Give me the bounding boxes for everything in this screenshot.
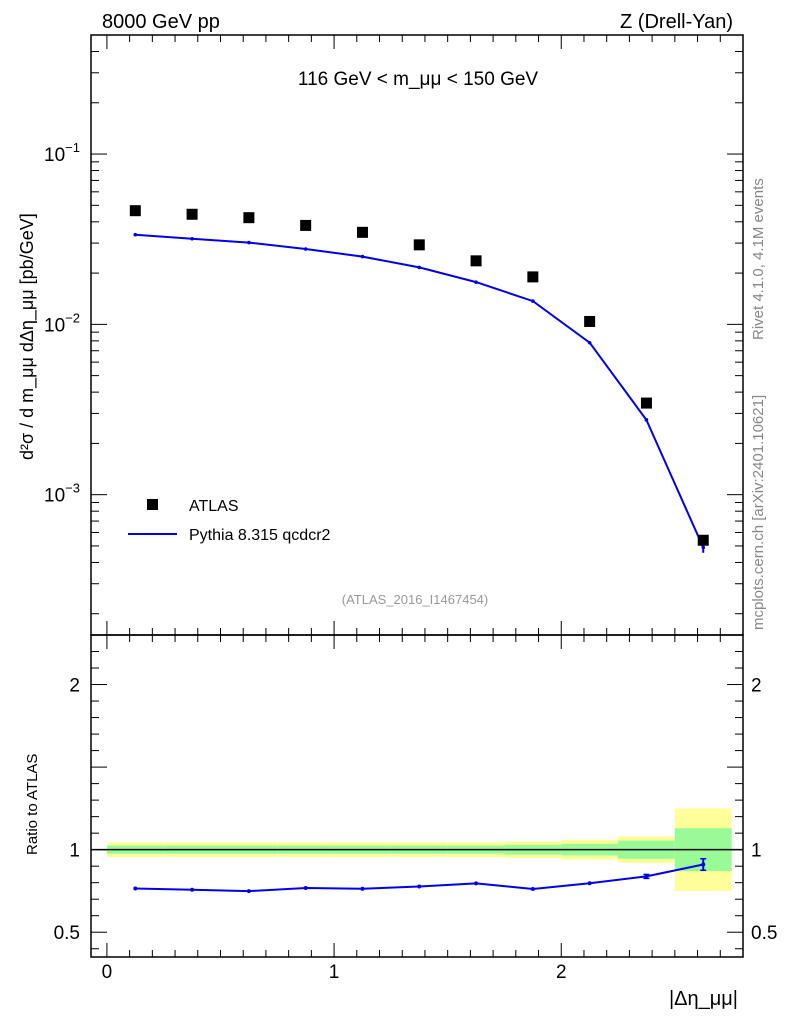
main-frame bbox=[90, 34, 744, 636]
mc-point bbox=[247, 240, 251, 245]
data-point bbox=[129, 205, 141, 217]
ratio-y-tick-label-right: 2 bbox=[751, 676, 762, 697]
data-point bbox=[300, 219, 312, 231]
legend-data-label: ATLAS bbox=[189, 498, 239, 515]
ratio-point bbox=[360, 886, 365, 891]
ratio-point bbox=[530, 886, 535, 891]
analysis-id: (ATLAS_2016_I1467454) bbox=[342, 592, 488, 607]
ratio-ylabel: Ratio to ATLAS bbox=[24, 754, 41, 855]
ratio-y-tick-label-right: 1 bbox=[751, 841, 762, 862]
main-title: 116 GeV < m_μμ < 150 GeV bbox=[298, 69, 539, 90]
legend: ATLAS Pythia 8.315 qcdcr2 bbox=[128, 498, 331, 544]
main-panel: 10−1 10−2 10−3 116 GeV < m_μμ < 150 GeV (A… bbox=[17, 34, 744, 636]
ratio-point bbox=[587, 881, 592, 886]
mc-point bbox=[587, 340, 592, 345]
header-right: Z (Drell-Yan) bbox=[620, 11, 733, 33]
ratio-y-tick-label-left: 1 bbox=[69, 841, 80, 862]
data-point bbox=[356, 226, 368, 238]
rivet-label: Rivet 4.1.0, 4.1M events bbox=[750, 178, 767, 340]
header-left: 8000 GeV pp bbox=[102, 11, 220, 33]
ratio-y-tick-label-left: 2 bbox=[69, 676, 80, 697]
data-point bbox=[243, 212, 255, 224]
legend-data-marker bbox=[147, 499, 158, 510]
mc-point bbox=[303, 247, 308, 251]
ratio-point bbox=[303, 885, 308, 890]
mc-point bbox=[133, 232, 138, 237]
x-axis-label: |Δη_μμ| bbox=[669, 988, 738, 1010]
main-ylabel: d²σ / d m_μμ dΔη_μμ [pb/GeV] bbox=[17, 213, 38, 460]
ratio-y-tick-label-right: 0.5 bbox=[751, 923, 777, 944]
data-point bbox=[186, 208, 198, 220]
ratio-frame bbox=[90, 634, 744, 958]
ratio-x-tick-label: 1 bbox=[329, 962, 340, 983]
mcplots-label: mcplots.cern.ch [arXiv:2401.10621] bbox=[750, 395, 767, 630]
main-y-tick-label: 10−1 bbox=[44, 140, 80, 166]
mc-point bbox=[644, 418, 649, 422]
mc-point bbox=[190, 236, 194, 241]
data-point bbox=[640, 397, 652, 409]
ratio-point bbox=[474, 881, 479, 886]
ratio-point bbox=[133, 886, 138, 891]
ratio-panel: 0 1 2 0.5 0.5 1 1 2 2 Ratio to ATLAS |Δη_μμ| bbox=[24, 634, 777, 1010]
ratio-x-tick-label: 0 bbox=[102, 962, 113, 983]
mc-point bbox=[360, 254, 365, 259]
main-y-tick-label: 10−3 bbox=[44, 481, 80, 507]
mc-point bbox=[531, 299, 535, 303]
legend-mc-label: Pythia 8.315 qcdcr2 bbox=[189, 527, 331, 544]
ratio-point bbox=[190, 887, 195, 892]
data-point bbox=[470, 255, 482, 267]
main-y-tick-label: 10−2 bbox=[44, 310, 80, 336]
data-point bbox=[413, 239, 425, 251]
ratio-point bbox=[417, 884, 422, 889]
mc-point bbox=[474, 280, 478, 284]
data-point bbox=[527, 271, 539, 283]
data-point bbox=[584, 315, 596, 327]
ratio-x-tick-label: 2 bbox=[556, 962, 567, 983]
ratio-point bbox=[246, 889, 251, 894]
data-point bbox=[697, 534, 709, 546]
mc-point bbox=[417, 265, 422, 270]
ratio-y-tick-label-left: 0.5 bbox=[54, 923, 80, 944]
